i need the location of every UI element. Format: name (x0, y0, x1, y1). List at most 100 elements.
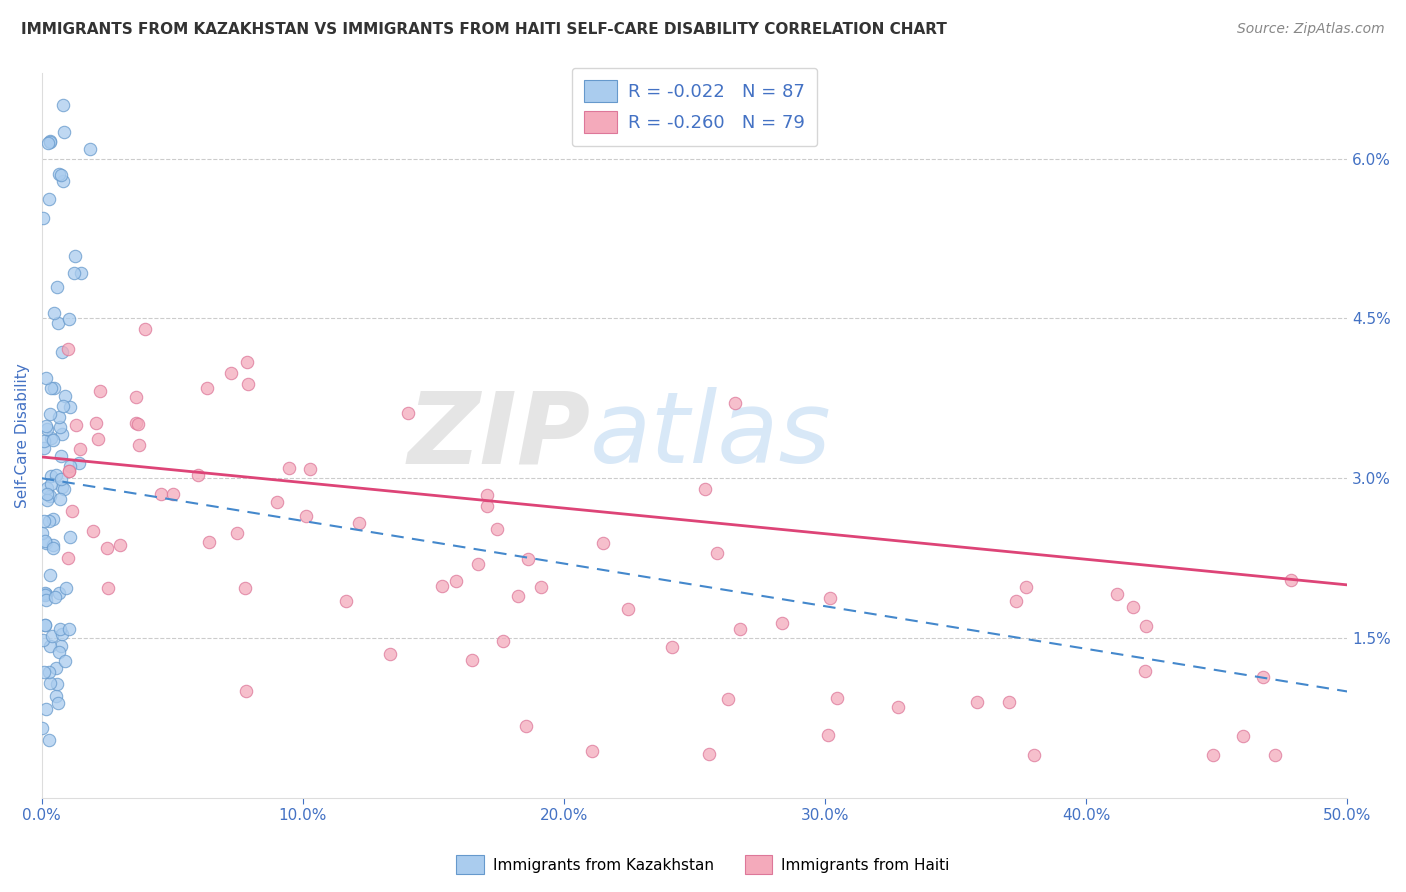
Point (59, 530, 82, 544)
Point (444, 574, 467, 588)
Point (467, 557, 489, 571)
Point (1279, 573, 1302, 587)
Point (48, 645, 70, 659)
Point (35, 422, 58, 436)
Point (266, 494, 288, 508)
Point (58, 311, 80, 326)
Point (84, 416, 107, 430)
Y-axis label: Self-Care Disability: Self-Care Disability (15, 363, 30, 508)
Point (219, 366, 242, 380)
Point (41, 512, 63, 526)
Point (46, 677, 69, 691)
Point (1264, 748, 1286, 763)
Text: ZIP: ZIP (408, 387, 591, 484)
Point (45, 467, 67, 482)
Point (31, 722, 53, 736)
Point (128, 438, 150, 452)
Point (34, 585, 56, 599)
Point (235, 355, 257, 369)
Point (35, 371, 58, 385)
Point (32, 514, 55, 528)
Point (530, 580, 553, 594)
Point (486, 522, 509, 536)
Point (661, 640, 683, 655)
Point (35, 587, 58, 601)
Text: IMMIGRANTS FROM KAZAKHSTAN VS IMMIGRANTS FROM HAITI SELF-CARE DISABILITY CORRELA: IMMIGRANTS FROM KAZAKHSTAN VS IMMIGRANTS… (21, 22, 948, 37)
Point (49, 420, 72, 434)
Point (59, 459, 82, 474)
Point (49, 622, 72, 636)
Point (39, 476, 62, 491)
Point (37, 486, 59, 500)
Point (39, 381, 62, 395)
Point (34, 434, 56, 449)
Point (235, 683, 257, 698)
Point (198, 535, 221, 549)
Point (697, 747, 720, 761)
Point (52, 98, 75, 112)
Point (724, 396, 747, 410)
Point (31, 632, 53, 647)
Point (492, 633, 515, 648)
Point (58, 551, 80, 566)
Point (51, 345, 73, 359)
Point (998, 696, 1021, 710)
Point (48, 409, 70, 424)
Point (37, 136, 59, 150)
Point (31, 525, 53, 540)
Point (32, 441, 55, 455)
Point (63, 266, 86, 280)
Text: atlas: atlas (591, 387, 832, 484)
Point (581, 743, 603, 757)
Legend: Immigrants from Kazakhstan, Immigrants from Haiti: Immigrants from Kazakhstan, Immigrants f… (450, 849, 956, 880)
Point (44, 591, 66, 605)
Point (378, 647, 401, 661)
Point (65, 418, 87, 433)
Point (53, 482, 76, 496)
Point (49, 168, 72, 182)
Point (45, 661, 67, 675)
Point (39, 408, 62, 422)
Point (134, 322, 156, 336)
Point (818, 591, 841, 606)
Point (430, 579, 453, 593)
Point (51, 450, 73, 464)
Point (52, 399, 75, 413)
Point (52, 173, 75, 187)
Point (39, 568, 62, 582)
Point (1202, 748, 1225, 763)
Point (1122, 600, 1144, 615)
Point (65, 249, 87, 263)
Point (51, 626, 73, 640)
Point (96, 541, 118, 556)
Point (236, 376, 259, 391)
Point (59, 401, 82, 415)
Point (48, 491, 70, 506)
Point (39, 489, 62, 503)
Point (34, 588, 56, 602)
Point (125, 390, 148, 404)
Point (58, 343, 80, 357)
Point (38, 514, 60, 528)
Point (51, 426, 73, 441)
Point (1135, 619, 1157, 633)
Point (515, 719, 537, 733)
Point (79, 143, 101, 157)
Point (1133, 664, 1156, 678)
Point (37, 481, 59, 495)
Point (125, 416, 148, 430)
Point (728, 622, 751, 636)
Point (475, 499, 498, 513)
Point (58, 464, 80, 478)
Point (46, 316, 69, 330)
Point (48, 167, 70, 181)
Point (695, 482, 717, 496)
Point (52, 125, 75, 139)
Point (1004, 594, 1026, 608)
Point (39, 639, 62, 653)
Point (966, 694, 988, 708)
Point (42, 381, 65, 395)
Point (35, 536, 58, 550)
Point (69, 442, 91, 456)
Point (46, 696, 69, 710)
